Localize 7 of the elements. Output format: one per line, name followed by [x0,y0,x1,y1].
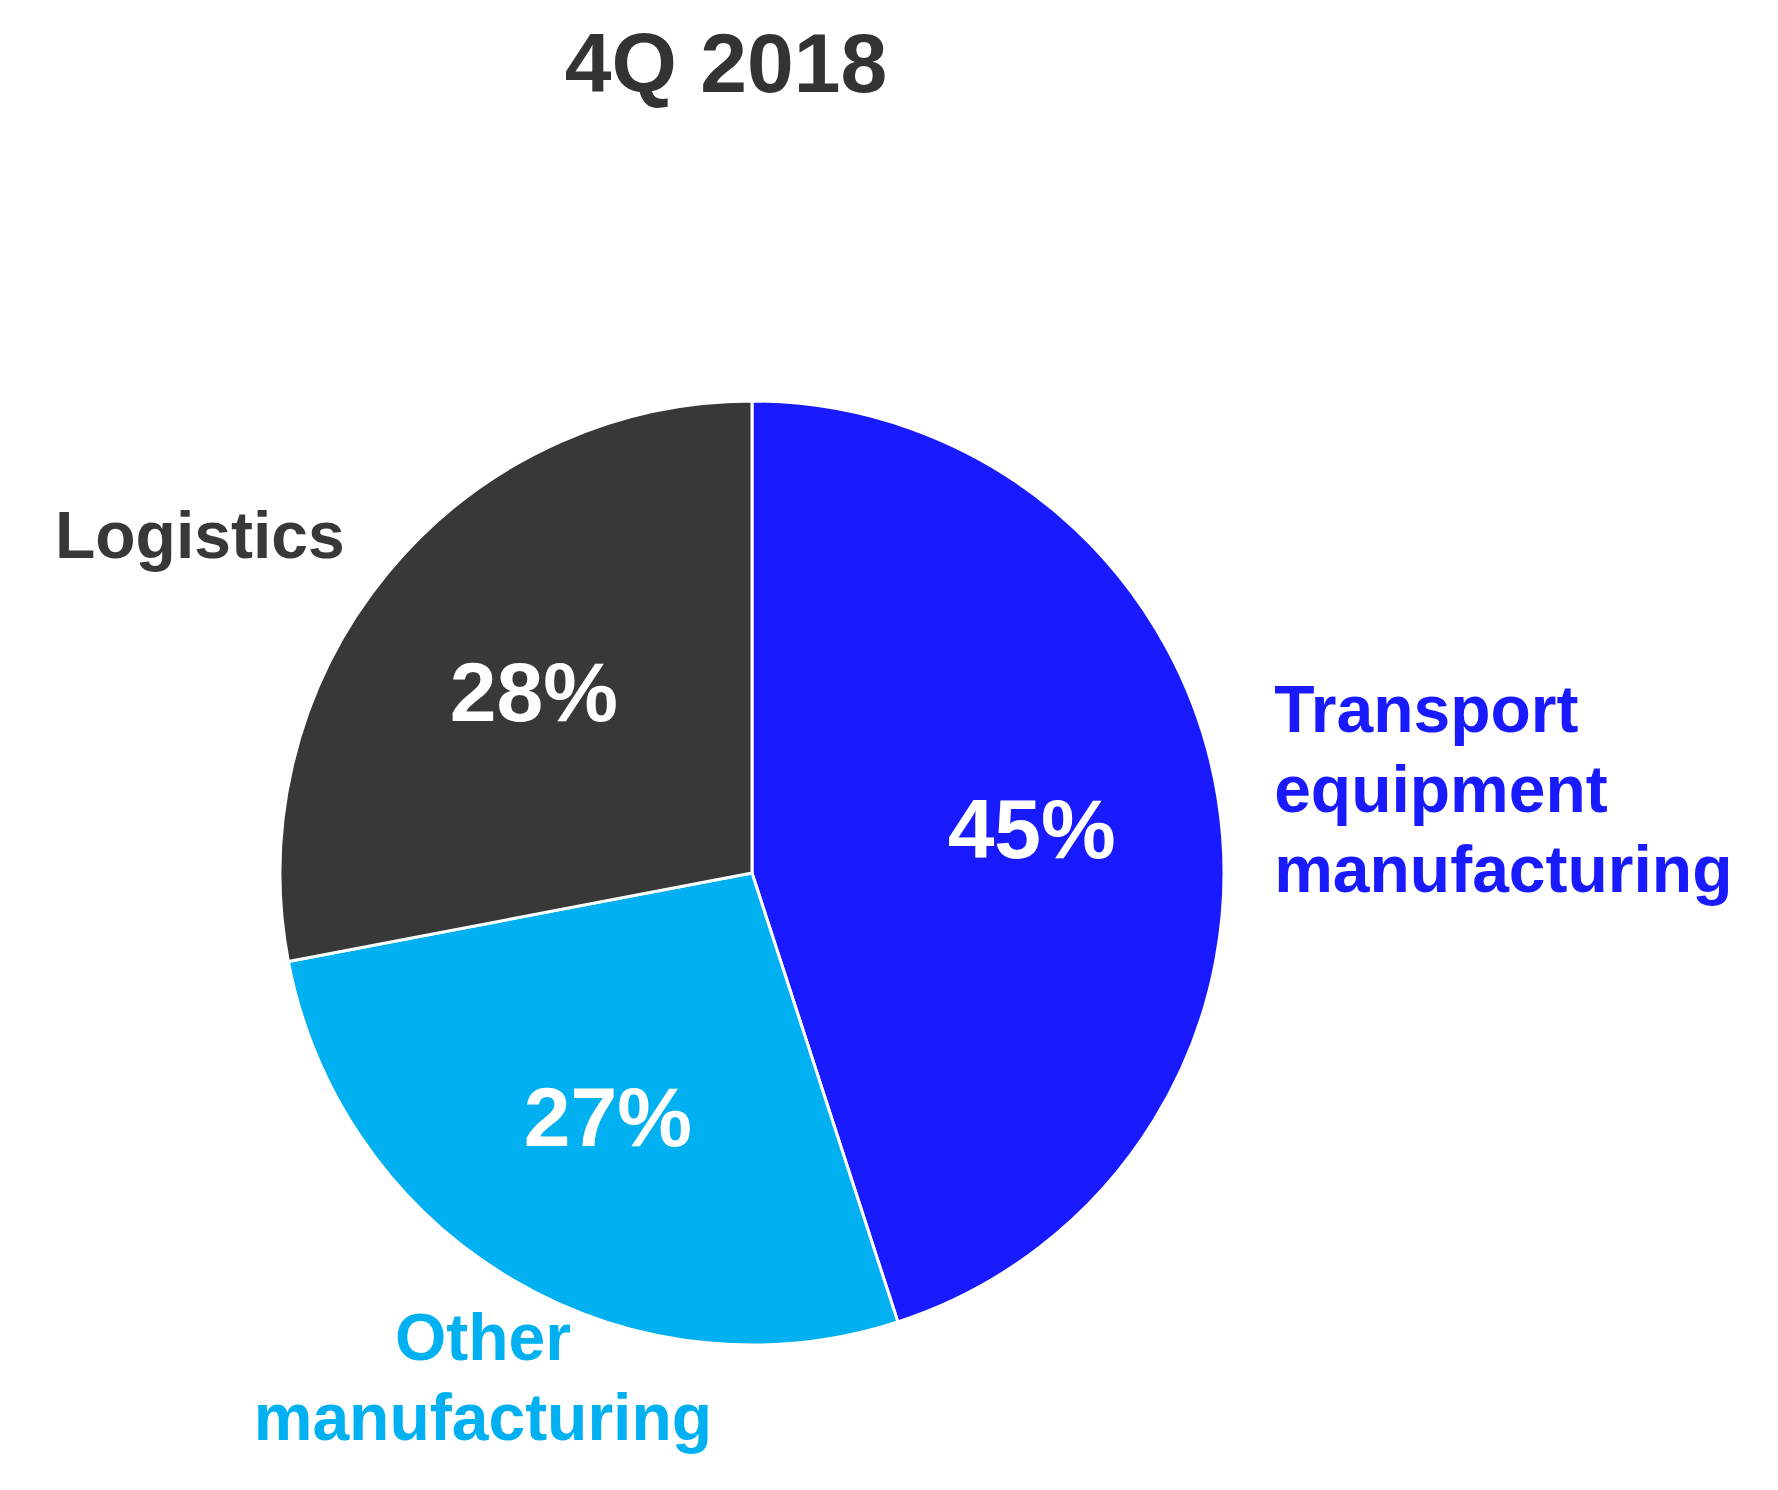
data-label: 27% [523,1069,692,1164]
chart-title: 4Q 2018 [563,15,889,112]
slice-label: Transport equipment manufacturing [1274,672,1733,907]
slice-label: Logistics [54,498,345,573]
data-label: 45% [947,781,1116,876]
data-label: 28% [449,645,618,740]
slice-label: Other manufacturing [253,1300,713,1455]
